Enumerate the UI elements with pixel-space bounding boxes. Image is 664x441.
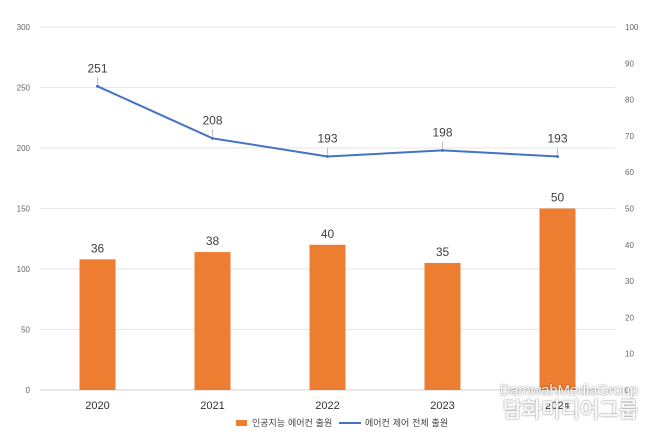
left-tick-label: 100 bbox=[17, 265, 31, 274]
left-axis: 0 50 100 150 200 250 300 bbox=[17, 23, 31, 395]
left-tick-label: 150 bbox=[17, 205, 31, 214]
bar-value-label: 35 bbox=[436, 245, 450, 259]
bar bbox=[194, 252, 231, 390]
line-point bbox=[556, 154, 559, 158]
right-axis: 0 10 20 30 40 50 60 70 80 90 100 bbox=[625, 23, 639, 395]
right-tick-label: 30 bbox=[625, 277, 634, 286]
category-label: 2024 bbox=[545, 400, 569, 412]
right-tick-label: 40 bbox=[625, 241, 634, 250]
right-tick-label: 70 bbox=[625, 132, 634, 141]
line-value-label: 193 bbox=[317, 131, 337, 145]
line-value-label: 198 bbox=[432, 125, 452, 139]
category-label: 2021 bbox=[200, 400, 224, 412]
right-tick-label: 0 bbox=[625, 386, 630, 395]
right-tick-label: 80 bbox=[625, 96, 634, 105]
line-point bbox=[211, 136, 214, 140]
line-point bbox=[441, 148, 444, 152]
bar-data-labels: 36 38 40 35 50 bbox=[91, 191, 565, 259]
legend-label-line: 에어컨 제어 전체 출원 bbox=[365, 418, 448, 429]
bar-value-label: 38 bbox=[206, 234, 220, 248]
category-label: 2020 bbox=[85, 400, 109, 412]
right-tick-label: 100 bbox=[625, 23, 639, 32]
category-label: 2022 bbox=[315, 400, 339, 412]
line-value-label: 208 bbox=[202, 113, 222, 127]
legend-label-bar: 인공지능 에어컨 출원 bbox=[252, 418, 332, 429]
category-label: 2023 bbox=[430, 400, 454, 412]
bar bbox=[79, 259, 116, 390]
category-axis: 2020 2021 2022 2023 2024 bbox=[85, 400, 569, 412]
left-tick-label: 200 bbox=[17, 144, 31, 153]
bar-value-label: 36 bbox=[91, 241, 105, 255]
bar bbox=[309, 244, 346, 390]
left-tick-label: 50 bbox=[21, 326, 30, 335]
right-tick-label: 50 bbox=[625, 205, 634, 214]
line-series bbox=[96, 84, 559, 158]
line-data-labels: 251 208 193 198 193 bbox=[87, 61, 568, 155]
line-point bbox=[326, 154, 329, 158]
bar-series bbox=[79, 208, 576, 390]
legend: 인공지능 에어컨 출원 에어컨 제어 전체 출원 bbox=[236, 418, 448, 429]
right-tick-label: 60 bbox=[625, 168, 634, 177]
bar-value-label: 40 bbox=[321, 227, 335, 241]
line-path bbox=[97, 85, 558, 158]
right-tick-label: 10 bbox=[625, 350, 634, 359]
line-point bbox=[96, 84, 99, 88]
left-tick-label: 250 bbox=[17, 84, 31, 93]
bar bbox=[539, 208, 576, 390]
legend-swatch-bar bbox=[236, 420, 247, 426]
left-tick-label: 300 bbox=[17, 23, 31, 32]
right-tick-label: 90 bbox=[625, 59, 634, 68]
bar-value-label: 50 bbox=[551, 191, 565, 205]
line-value-label: 251 bbox=[87, 61, 107, 75]
right-tick-label: 20 bbox=[625, 313, 634, 322]
line-value-label: 193 bbox=[547, 131, 567, 145]
left-tick-label: 0 bbox=[26, 386, 31, 395]
bar bbox=[424, 262, 461, 390]
